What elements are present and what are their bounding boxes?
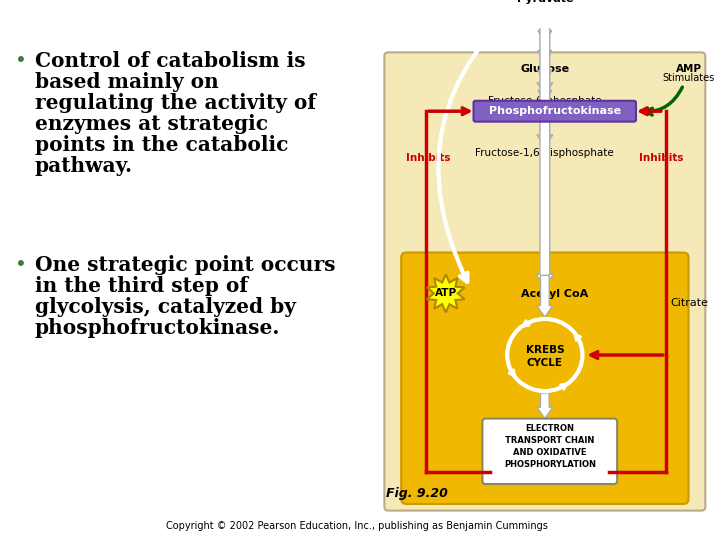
Text: CYCLE: CYCLE bbox=[527, 357, 563, 368]
FancyArrowPatch shape bbox=[646, 87, 683, 115]
Text: Control of catabolism is: Control of catabolism is bbox=[35, 51, 305, 71]
FancyBboxPatch shape bbox=[474, 101, 636, 122]
Polygon shape bbox=[537, 393, 553, 418]
Text: phosphofructokinase.: phosphofructokinase. bbox=[35, 318, 280, 338]
Polygon shape bbox=[538, 50, 552, 75]
Polygon shape bbox=[537, 275, 553, 317]
FancyBboxPatch shape bbox=[384, 52, 706, 511]
Text: ELECTRON
TRANSPORT CHAIN
AND OXIDATIVE
PHOSPHORYLATION: ELECTRON TRANSPORT CHAIN AND OXIDATIVE P… bbox=[504, 424, 595, 469]
Text: AMP: AMP bbox=[675, 64, 701, 74]
Text: Phosphofructokinase: Phosphofructokinase bbox=[489, 106, 621, 116]
FancyBboxPatch shape bbox=[401, 253, 688, 504]
Text: ATP: ATP bbox=[435, 288, 457, 298]
Text: One strategic point occurs: One strategic point occurs bbox=[35, 255, 336, 275]
Text: Fig. 9.20: Fig. 9.20 bbox=[387, 487, 449, 500]
Polygon shape bbox=[536, 0, 554, 286]
Polygon shape bbox=[538, 11, 552, 35]
Text: glycolysis, catalyzed by: glycolysis, catalyzed by bbox=[35, 297, 295, 317]
Polygon shape bbox=[537, 62, 553, 94]
Text: •: • bbox=[15, 51, 27, 70]
Polygon shape bbox=[537, 83, 553, 118]
Polygon shape bbox=[538, 90, 552, 115]
Polygon shape bbox=[538, 110, 552, 135]
Polygon shape bbox=[538, 70, 552, 95]
Text: Inhibits: Inhibits bbox=[405, 153, 450, 163]
Text: Fructose-6-phosphate: Fructose-6-phosphate bbox=[488, 96, 602, 106]
Text: Copyright © 2002 Pearson Education, Inc., publishing as Benjamin Cummings: Copyright © 2002 Pearson Education, Inc.… bbox=[166, 521, 548, 530]
Text: Citrate: Citrate bbox=[670, 298, 708, 308]
Text: •: • bbox=[15, 255, 27, 274]
Polygon shape bbox=[427, 274, 464, 312]
Text: Fructose-1,6-bisphosphate: Fructose-1,6-bisphosphate bbox=[475, 148, 614, 158]
Polygon shape bbox=[538, 0, 552, 15]
Text: based mainly on: based mainly on bbox=[35, 72, 218, 92]
Text: points in the catabolic: points in the catabolic bbox=[35, 135, 288, 155]
FancyBboxPatch shape bbox=[482, 418, 617, 484]
Text: regulating the activity of: regulating the activity of bbox=[35, 93, 315, 113]
Text: Stimulates: Stimulates bbox=[662, 73, 715, 83]
Text: Pyruvate: Pyruvate bbox=[516, 0, 573, 4]
Text: in the third step of: in the third step of bbox=[35, 276, 248, 296]
Polygon shape bbox=[538, 31, 552, 55]
FancyArrowPatch shape bbox=[438, 0, 535, 282]
Polygon shape bbox=[537, 120, 553, 146]
Text: enzymes at strategic: enzymes at strategic bbox=[35, 114, 268, 134]
Text: pathway.: pathway. bbox=[35, 156, 132, 176]
Text: Acetyl CoA: Acetyl CoA bbox=[521, 288, 588, 299]
Text: Glucose: Glucose bbox=[521, 64, 570, 74]
Text: Inhibits: Inhibits bbox=[639, 153, 684, 163]
Text: KREBS: KREBS bbox=[526, 345, 564, 355]
